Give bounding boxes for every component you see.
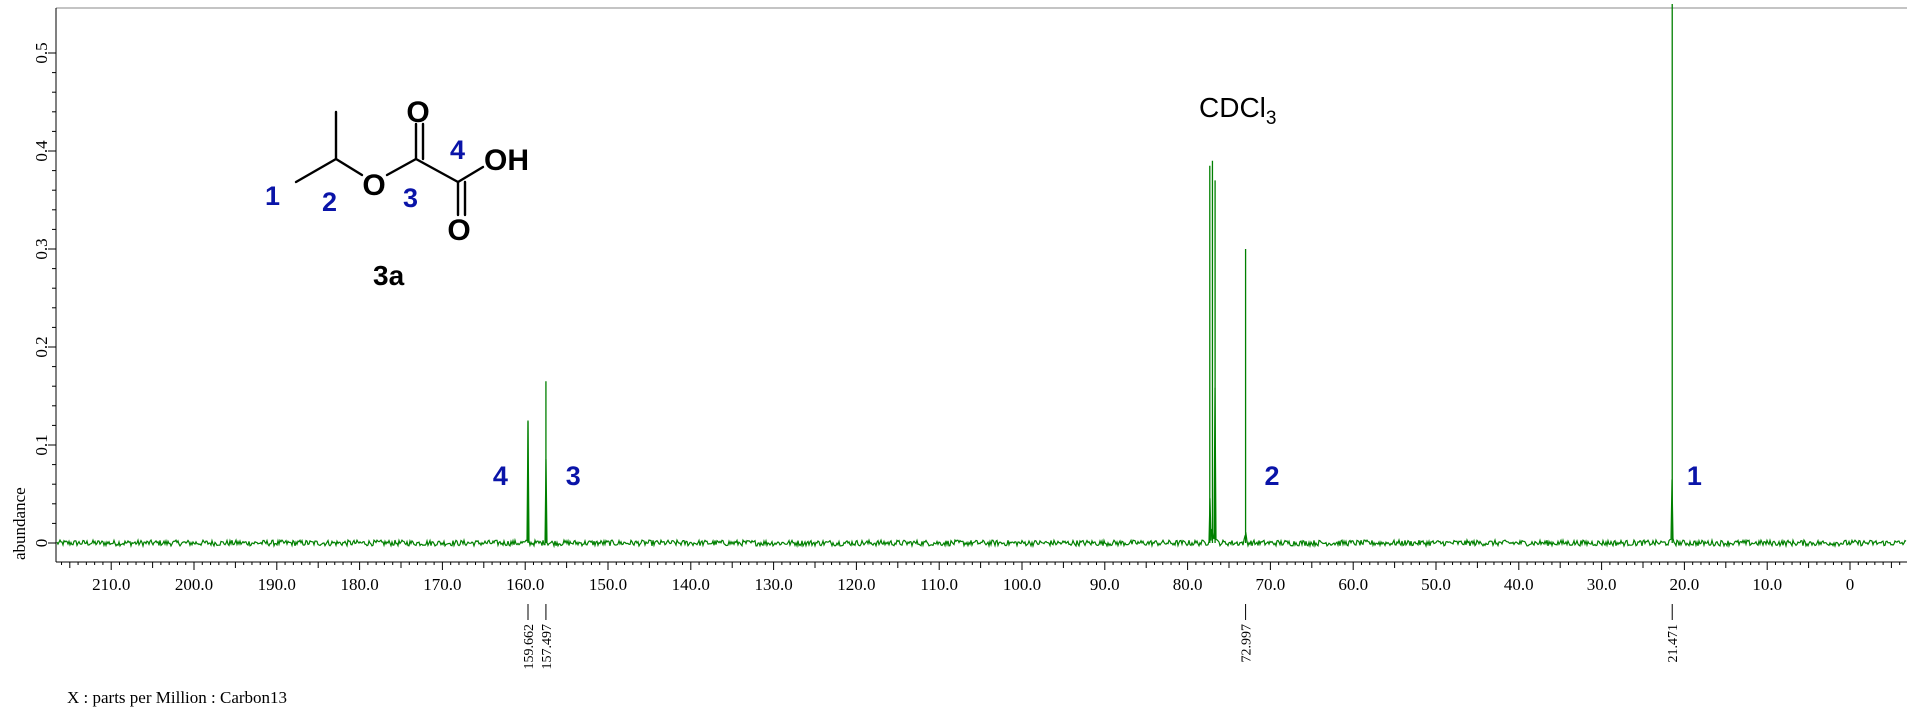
peak-position-label: 157.497 — [540, 624, 555, 670]
y-axis-ticks: 0 0.1 0.2 0.3 0.4 0.5 — [32, 42, 56, 547]
chemical-structure-3a: O O O OH 1 2 3 4 3a — [265, 96, 529, 291]
x-tick-label: 60.0 — [1338, 575, 1368, 594]
x-tick-label: 0 — [1846, 575, 1855, 594]
y-tick-label: 0.4 — [32, 140, 51, 162]
x-tick-label: 80.0 — [1173, 575, 1203, 594]
x-tick-label: 40.0 — [1504, 575, 1534, 594]
solvent-label: CDCl3 — [1199, 92, 1276, 129]
x-tick-label: 190.0 — [258, 575, 296, 594]
peak-position-label: 21.471 — [1666, 624, 1681, 663]
x-tick-label: 10.0 — [1752, 575, 1782, 594]
spectrum-series — [56, 4, 1907, 549]
peak-position-label: 159.662 — [522, 624, 537, 670]
ester-oxygen: O — [362, 169, 385, 202]
carbonyl-oxygen-bottom: O — [447, 214, 470, 247]
atom-number-1: 1 — [265, 181, 280, 211]
y-axis-title: abundance — [10, 487, 29, 560]
x-axis-ticks: 210.0 200.0 190.0 180.0 170.0 160.0 150.0 140.0… — [61, 562, 1901, 594]
y-tick-label: 0.1 — [32, 434, 51, 455]
y-tick-label: 0.3 — [32, 238, 51, 259]
x-tick-label: 120.0 — [837, 575, 875, 594]
x-tick-label: 90.0 — [1090, 575, 1120, 594]
atom-number-4: 4 — [450, 135, 465, 165]
x-tick-label: 30.0 — [1587, 575, 1617, 594]
peak-assignment-1: 1 — [1687, 461, 1702, 491]
x-tick-label: 180.0 — [340, 575, 378, 594]
x-tick-label: 140.0 — [672, 575, 710, 594]
peak-assignment-2: 2 — [1265, 461, 1280, 491]
solvent-subscript: 3 — [1266, 108, 1277, 129]
x-tick-label: 210.0 — [92, 575, 130, 594]
y-tick-label: 0.5 — [32, 42, 51, 63]
x-tick-label: 160.0 — [506, 575, 544, 594]
x-tick-label: 200.0 — [175, 575, 213, 594]
atom-number-2: 2 — [322, 187, 337, 217]
x-tick-label: 110.0 — [920, 575, 958, 594]
x-tick-label: 70.0 — [1256, 575, 1286, 594]
compound-label: 3a — [373, 260, 405, 291]
x-tick-label: 100.0 — [1003, 575, 1041, 594]
peak-assignments: 4 3 2 1 — [493, 461, 1702, 491]
x-tick-label: 20.0 — [1670, 575, 1700, 594]
x-tick-label: 150.0 — [589, 575, 627, 594]
y-tick-label: 0 — [32, 539, 51, 548]
peak-position-label: 72.997 — [1240, 624, 1255, 663]
peak-position-labels: 159.662 157.497 72.997 21.471 — [522, 604, 1681, 670]
peak-assignment-3: 3 — [566, 461, 581, 491]
hydroxyl-group: OH — [484, 144, 529, 177]
x-tick-label: 130.0 — [754, 575, 792, 594]
x-axis-title: X : parts per Million : Carbon13 — [67, 688, 287, 707]
spectrum-baseline-trace — [56, 387, 1907, 549]
carbonyl-oxygen-top: O — [406, 96, 429, 129]
y-tick-label: 0.2 — [32, 336, 51, 357]
x-tick-label: 170.0 — [423, 575, 461, 594]
peak-assignment-4: 4 — [493, 461, 508, 491]
x-tick-label: 50.0 — [1421, 575, 1451, 594]
atom-number-3: 3 — [403, 183, 418, 213]
